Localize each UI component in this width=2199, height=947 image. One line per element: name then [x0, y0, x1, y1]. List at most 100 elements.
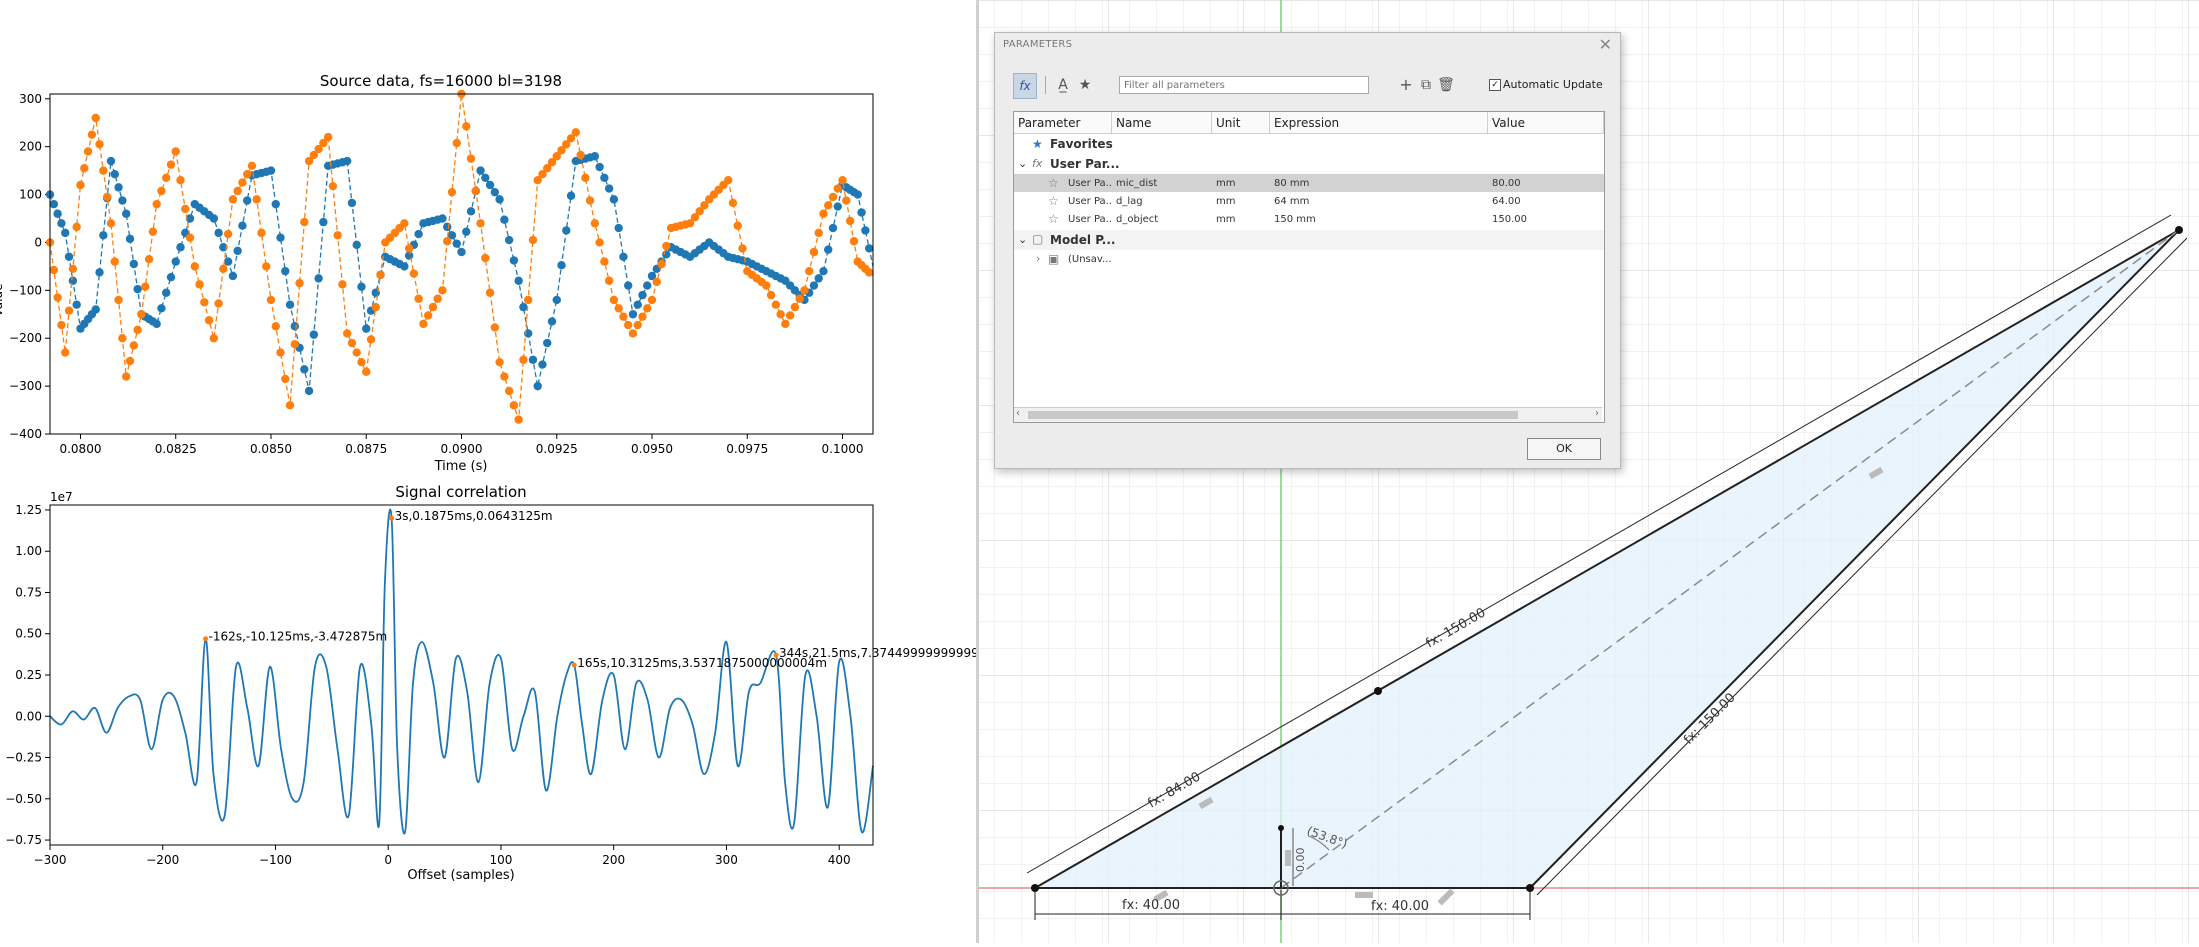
- row-name[interactable]: d_object: [1116, 214, 1159, 225]
- sort-icon[interactable]: A̲: [1058, 77, 1068, 93]
- column-header-unit[interactable]: Unit: [1212, 112, 1270, 134]
- dimension-line-150-right[interactable]: [1536, 237, 2188, 896]
- data-point: [266, 295, 276, 305]
- model-parameters-group-row[interactable]: ⌄ ▢ Model P...: [1014, 230, 1604, 250]
- table-row[interactable]: ☆ User Pa... mic_dist mm 80 mm 80.00: [1014, 174, 1604, 192]
- dimension-text-40-left[interactable]: fx: 40.00: [1122, 898, 1180, 913]
- column-header-name[interactable]: Name: [1112, 112, 1212, 134]
- scroll-right-icon[interactable]: ›: [1595, 408, 1599, 419]
- chevron-down-icon[interactable]: ⌄: [1018, 157, 1028, 170]
- star-outline-icon[interactable]: ☆: [1048, 212, 1059, 226]
- column-header-expression[interactable]: Expression: [1270, 112, 1488, 134]
- sketch-point-right[interactable]: [1526, 884, 1534, 892]
- origin-icon[interactable]: [1273, 880, 1289, 896]
- user-parameters-label: User Par...: [1050, 157, 1120, 171]
- pane-divider[interactable]: [976, 0, 979, 943]
- row-unit[interactable]: mm: [1216, 214, 1236, 225]
- chevron-down-icon[interactable]: ⌄: [1018, 233, 1028, 246]
- column-header-parameter[interactable]: Parameter: [1014, 112, 1112, 134]
- row-expression[interactable]: 80 mm: [1274, 178, 1310, 189]
- favorites-group-row[interactable]: ★ Favorites: [1014, 134, 1604, 154]
- sketch-point-origin-left[interactable]: [1031, 884, 1039, 892]
- user-parameters-group-row[interactable]: ⌄ fx User Par...: [1014, 154, 1604, 174]
- data-point: [695, 207, 704, 216]
- row-name[interactable]: d_lag: [1116, 196, 1143, 207]
- data-point: [828, 192, 838, 202]
- filter-input[interactable]: [1119, 76, 1369, 94]
- row-expression[interactable]: 150 mm: [1274, 214, 1316, 225]
- data-point: [106, 156, 116, 166]
- table-row[interactable]: ☆ User Pa... d_object mm 150 mm 150.00: [1014, 210, 1604, 228]
- parallel-constraint-icon[interactable]: [1868, 466, 1884, 480]
- checkbox-checked-icon[interactable]: ✓: [1489, 79, 1501, 91]
- data-point: [462, 122, 471, 131]
- parameters-table[interactable]: Parameter Name Unit Expression Value ★ F…: [1013, 111, 1605, 423]
- figure-canvas: Source data, fs=16000 bl=3198 Time (s) v…: [0, 72, 998, 883]
- table-row[interactable]: ☆ User Pa... d_lag mm 64 mm 64.00: [1014, 192, 1604, 210]
- horizontal-constraint-icon-2[interactable]: [1355, 892, 1373, 898]
- add-icon[interactable]: +: [1399, 75, 1413, 94]
- y-tick-label: 0: [34, 235, 42, 249]
- data-point: [72, 222, 81, 232]
- row-unit[interactable]: mm: [1216, 178, 1236, 189]
- dimension-line-150-top[interactable]: [1026, 214, 2172, 874]
- data-point: [404, 244, 414, 253]
- row-unit[interactable]: mm: [1216, 196, 1236, 207]
- star-outline-icon[interactable]: ☆: [1048, 176, 1059, 190]
- correlation-plot-title: Signal correlation: [395, 483, 526, 501]
- data-point: [733, 221, 742, 230]
- parallel-constraint-icon-2[interactable]: [1198, 796, 1214, 810]
- favorite-star-icon[interactable]: ★: [1078, 77, 1092, 93]
- close-icon[interactable]: ✕: [1598, 35, 1612, 54]
- horizontal-scrollbar[interactable]: ‹ ›: [1014, 407, 1602, 422]
- sketch-point-apex[interactable]: [2175, 226, 2183, 234]
- data-point: [690, 213, 700, 222]
- data-point: [647, 271, 657, 281]
- data-point: [800, 286, 809, 295]
- sketch-line-right[interactable]: [1529, 229, 2180, 889]
- horizontal-constraint-icon[interactable]: [1153, 889, 1169, 903]
- data-point: [49, 265, 59, 275]
- perpendicular-constraint-icon[interactable]: [1437, 888, 1455, 906]
- function-icon[interactable]: fx: [1013, 73, 1037, 99]
- dimension-text-40-right[interactable]: fx: 40.00: [1371, 899, 1429, 914]
- favorites-star-icon: ★: [1032, 137, 1043, 151]
- row-parameter-type: User Pa...: [1068, 178, 1112, 189]
- data-point: [352, 240, 361, 250]
- sketch-line-hypotenuse[interactable]: [1034, 229, 2180, 889]
- data-point: [238, 178, 247, 187]
- copy-icon[interactable]: ⧉: [1421, 77, 1431, 93]
- data-point: [861, 226, 870, 235]
- scrollbar-thumb[interactable]: [1028, 411, 1518, 419]
- star-outline-icon[interactable]: ☆: [1048, 194, 1059, 208]
- delete-icon[interactable]: 🗑: [1437, 77, 1455, 93]
- parameters-dialog[interactable]: PARAMETERS ✕ fx A̲ ★ + ⧉ 🗑 ✓Automatic Up…: [994, 32, 1621, 469]
- row-name[interactable]: mic_dist: [1116, 178, 1158, 189]
- row-parameter-type: User Pa...: [1068, 214, 1112, 225]
- chevron-right-icon[interactable]: ›: [1036, 252, 1041, 265]
- data-point: [152, 319, 161, 329]
- data-point: [643, 281, 652, 290]
- data-point: [724, 175, 733, 185]
- column-header-value[interactable]: Value: [1488, 112, 1604, 134]
- data-point: [295, 278, 304, 288]
- data-point: [619, 312, 628, 321]
- ok-button[interactable]: OK: [1527, 438, 1601, 460]
- data-point: [538, 360, 547, 369]
- scroll-left-icon[interactable]: ‹: [1016, 408, 1020, 419]
- vertical-constraint-icon[interactable]: [1285, 850, 1291, 866]
- model-child-row[interactable]: › ▣ (Unsav...: [1014, 250, 1604, 268]
- automatic-update-checkbox[interactable]: ✓ Automatic Update: [1489, 78, 1603, 91]
- data-point: [342, 329, 352, 338]
- row-expression[interactable]: 64 mm: [1274, 196, 1310, 207]
- data-point: [849, 237, 859, 246]
- data-point: [400, 219, 409, 228]
- data-point: [162, 173, 171, 183]
- sketch-point-midpoint[interactable]: [1374, 687, 1382, 695]
- construction-line[interactable]: [1280, 229, 2180, 889]
- data-point: [185, 214, 195, 223]
- vertical-dimension-text[interactable]: 0.00: [1294, 848, 1307, 873]
- x-tick-label: 0.0800: [59, 442, 101, 456]
- sketch-point-vertical-top[interactable]: [1278, 825, 1284, 831]
- sketch-canvas[interactable]: fx: 150.00 fx: 150.00 fx: 84.00 fx: 40.0…: [979, 0, 2199, 943]
